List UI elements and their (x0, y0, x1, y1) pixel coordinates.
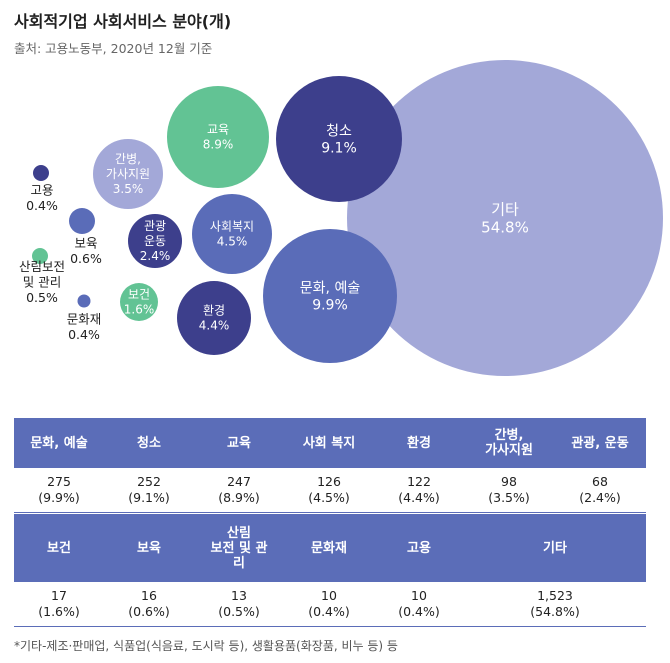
table-header-cell: 교육 (194, 418, 284, 468)
cell-count: 252 (137, 474, 161, 489)
table-cell: 68 (2.4%) (554, 468, 646, 513)
table-cell: 17 (1.6%) (14, 582, 104, 627)
bubble-label-문화재: 문화재 0.4% (67, 312, 102, 343)
table-header-cell: 환경 (374, 418, 464, 468)
cell-pct: (0.4%) (308, 604, 350, 619)
bubble-보육 (69, 208, 95, 234)
bubble-label-청소: 청소 9.1% (321, 123, 357, 156)
bubble-label-문화-예술: 문화, 예술 9.9% (300, 280, 361, 313)
cell-count: 247 (227, 474, 251, 489)
cell-pct: (0.5%) (218, 604, 260, 619)
cell-count: 122 (407, 474, 431, 489)
cell-pct: (8.9%) (218, 490, 260, 505)
bubble-관광-운동 (128, 214, 182, 268)
table-cell: 16 (0.6%) (104, 582, 194, 627)
bubble-문화재 (77, 294, 91, 308)
table-cell: 126 (4.5%) (284, 468, 374, 513)
table-cell: 13 (0.5%) (194, 582, 284, 627)
cell-count: 1,523 (537, 588, 573, 603)
cell-pct: (0.4%) (398, 604, 440, 619)
table-header-cell: 산림 보전 및 관 리 (194, 514, 284, 582)
cell-pct: (9.1%) (128, 490, 170, 505)
table-cell: 10 (0.4%) (374, 582, 464, 627)
table-header-cell: 청소 (104, 418, 194, 468)
table-header-cell: 간병, 가사지원 (464, 418, 554, 468)
table-header-cell: 기타 (464, 514, 646, 582)
table-cell: 98 (3.5%) (464, 468, 554, 513)
bubble-label-관광-운동: 관광 운동 2.4% (140, 219, 171, 263)
table-cell: 1,523 (54.8%) (464, 582, 646, 627)
table-header-row: 문화, 예술 청소 교육 사회 복지 환경 간병, 가사지원 관광, 운동 (14, 418, 646, 468)
bubble-산림보전-및-관리 (32, 248, 48, 264)
bubble-고용 (33, 165, 49, 181)
bubble-청소 (276, 76, 402, 202)
cell-pct: (3.5%) (488, 490, 530, 505)
cell-pct: (4.5%) (308, 490, 350, 505)
table-cell: 252 (9.1%) (104, 468, 194, 513)
table-header-cell: 사회 복지 (284, 418, 374, 468)
cell-pct: (4.4%) (398, 490, 440, 505)
bubble-사회복지 (192, 194, 272, 274)
bubble-label-고용: 고용 0.4% (26, 183, 58, 214)
cell-pct: (1.6%) (38, 604, 80, 619)
table-header-cell: 문화재 (284, 514, 374, 582)
bubble-환경 (177, 281, 251, 355)
cell-pct: (9.9%) (38, 490, 80, 505)
chart-source: 출처: 고용노동부, 2020년 12월 기준 (14, 41, 213, 56)
table-header-cell: 보건 (14, 514, 104, 582)
cell-pct: (2.4%) (579, 490, 621, 505)
bubble-label-환경: 환경 4.4% (199, 304, 230, 333)
cell-count: 10 (411, 588, 427, 603)
bubble-label-교육: 교육 8.9% (203, 123, 234, 152)
bubble-label-보육: 보육 0.6% (70, 236, 102, 267)
footnote: *기타-제조·판매업, 식품업(식음료, 도시락 등), 생활용품(화장품, 비… (14, 639, 398, 653)
bubble-label-사회복지: 사회복지 4.5% (210, 220, 254, 249)
data-table-row1: 문화, 예술 청소 교육 사회 복지 환경 간병, 가사지원 관광, 운동 27… (14, 418, 646, 513)
cell-count: 126 (317, 474, 341, 489)
cell-count: 68 (592, 474, 608, 489)
bubble-chart: 기타 54.8% 문화, 예술 9.9% 청소 9.1% 교육 8.9% 사회복지 4.5% 환경 4… (19, 60, 663, 376)
bubble-간병-가사지원 (93, 139, 163, 209)
cell-pct: (0.6%) (128, 604, 170, 619)
chart-title: 사회적기업 사회서비스 분야(개) (14, 12, 232, 31)
table-cell: 247 (8.9%) (194, 468, 284, 513)
cell-count: 17 (51, 588, 67, 603)
bubble-label-산림보전-및-관리: 산림보전 및 관리 0.5% (19, 259, 65, 305)
table-header-cell: 문화, 예술 (14, 418, 104, 468)
cell-count: 275 (47, 474, 71, 489)
table-cell: 122 (4.4%) (374, 468, 464, 513)
table-header-cell: 고용 (374, 514, 464, 582)
cell-count: 13 (231, 588, 247, 603)
table-row: 17 (1.6%) 16 (0.6%) 13 (0.5%) 10 (0.4%) 10 (0… (14, 582, 646, 627)
table-cell: 10 (0.4%) (284, 582, 374, 627)
bubble-기타 (347, 60, 663, 376)
cell-pct: (54.8%) (530, 604, 580, 619)
bubble-label-기타: 기타 54.8% (481, 200, 529, 236)
bubble-label-보건: 보건 1.6% (124, 288, 155, 317)
table-header-cell: 보육 (104, 514, 194, 582)
data-table-row2: 보건 보육 산림 보전 및 관 리 문화재 고용 기타 17 (1.6%) 16(… (14, 514, 646, 627)
bubble-문화-예술 (263, 229, 397, 363)
table-header-cell: 관광, 운동 (554, 418, 646, 468)
table-cell: 275 (9.9%) (14, 468, 104, 513)
cell-count: 98 (501, 474, 517, 489)
cell-count: 16 (141, 588, 157, 603)
bubble-교육 (167, 86, 269, 188)
bubble-보건 (120, 283, 158, 321)
table-header-row: 보건 보육 산림 보전 및 관 리 문화재 고용 기타 (14, 514, 646, 582)
bubble-label-간병-가사지원: 간병, 가사지원 3.5% (106, 152, 150, 196)
table-row: 275 (9.9%) 252 (9.1%) 247 (8.9%) 126 (4.5%) … (14, 468, 646, 513)
cell-count: 10 (321, 588, 337, 603)
